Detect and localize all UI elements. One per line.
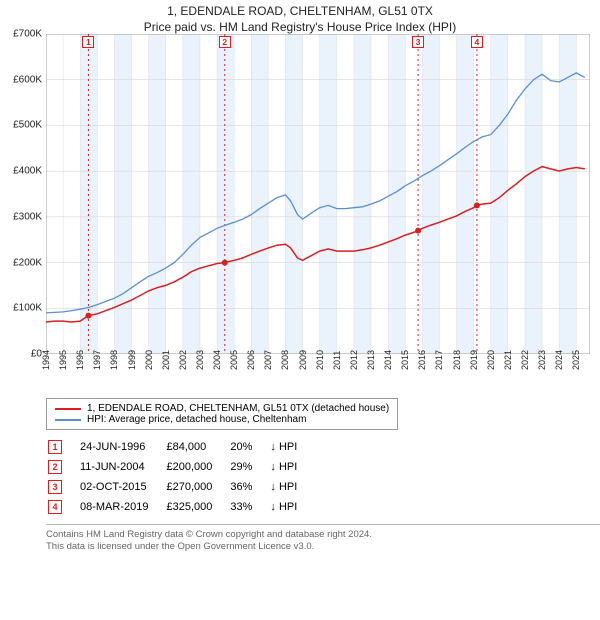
chart-area: £0£100K£200K£300K£400K£500K£600K£700K 19… xyxy=(0,34,600,394)
sale-rel-hpi: ↓ HPI xyxy=(270,438,313,456)
sales-table: 124-JUN-1996£84,00020%↓ HPI211-JUN-2004£… xyxy=(46,436,315,518)
x-tick-label: 2020 xyxy=(486,350,496,370)
sale-date: 11-JUN-2004 xyxy=(80,458,164,476)
chart-legend: 1, EDENDALE ROAD, CHELTENHAM, GL51 0TX (… xyxy=(46,398,398,430)
x-tick-label: 2013 xyxy=(366,350,376,370)
sale-price: £84,000 xyxy=(166,438,228,456)
chart-title-address: 1, EDENDALE ROAD, CHELTENHAM, GL51 0TX xyxy=(0,4,600,18)
x-tick-label: 2010 xyxy=(315,350,325,370)
chart-marker-1: 1 xyxy=(82,36,94,48)
x-tick-label: 2023 xyxy=(537,350,547,370)
y-axis-labels: £0£100K£200K£300K£400K£500K£600K£700K xyxy=(0,34,44,354)
x-tick-label: 2019 xyxy=(469,350,479,370)
sale-date: 08-MAR-2019 xyxy=(80,498,164,516)
y-tick-label: £100K xyxy=(13,303,42,314)
chart-marker-2: 2 xyxy=(219,36,231,48)
sale-price: £325,000 xyxy=(166,498,228,516)
sale-rel-hpi: ↓ HPI xyxy=(270,498,313,516)
sale-date: 02-OCT-2015 xyxy=(80,478,164,496)
x-tick-label: 2006 xyxy=(246,350,256,370)
x-tick-label: 2001 xyxy=(161,350,171,370)
x-tick-label: 2018 xyxy=(452,350,462,370)
chart-title-sub: Price paid vs. HM Land Registry's House … xyxy=(0,20,600,34)
x-tick-label: 1997 xyxy=(92,350,102,370)
footer-line-2: This data is licensed under the Open Gov… xyxy=(46,541,600,553)
sale-rel-hpi: ↓ HPI xyxy=(270,478,313,496)
x-tick-label: 2004 xyxy=(212,350,222,370)
x-tick-label: 2007 xyxy=(263,350,273,370)
x-tick-label: 1998 xyxy=(109,350,119,370)
x-tick-label: 2003 xyxy=(195,350,205,370)
sale-price: £270,000 xyxy=(166,478,228,496)
x-tick-label: 2025 xyxy=(571,350,581,370)
sale-marker-3: 3 xyxy=(48,480,62,494)
sale-date: 24-JUN-1996 xyxy=(80,438,164,456)
y-tick-label: £500K xyxy=(13,120,42,131)
x-tick-label: 1999 xyxy=(127,350,137,370)
line-chart-svg xyxy=(46,34,590,354)
x-tick-label: 2022 xyxy=(520,350,530,370)
sale-pct: 36% xyxy=(230,478,268,496)
x-tick-label: 2002 xyxy=(178,350,188,370)
chart-marker-3: 3 xyxy=(412,36,424,48)
x-tick-label: 2005 xyxy=(229,350,239,370)
x-tick-label: 2008 xyxy=(280,350,290,370)
table-row: 4 08-MAR-2019£325,00033%↓ HPI xyxy=(48,498,313,516)
legend-row-subject: 1, EDENDALE ROAD, CHELTENHAM, GL51 0TX (… xyxy=(55,403,389,414)
legend-swatch xyxy=(55,419,81,421)
x-tick-label: 1994 xyxy=(41,350,51,370)
x-tick-label: 2014 xyxy=(383,350,393,370)
x-axis-labels: 1994199519961997199819992000200120022003… xyxy=(46,354,590,394)
y-tick-label: £700K xyxy=(13,29,42,40)
sale-pct: 33% xyxy=(230,498,268,516)
y-tick-label: £400K xyxy=(13,166,42,177)
legend-label: HPI: Average price, detached house, Chel… xyxy=(87,414,306,425)
x-tick-label: 2009 xyxy=(298,350,308,370)
x-tick-label: 2015 xyxy=(400,350,410,370)
x-tick-label: 2000 xyxy=(144,350,154,370)
chart-marker-4: 4 xyxy=(471,36,483,48)
y-tick-label: £300K xyxy=(13,211,42,222)
chart-titles: 1, EDENDALE ROAD, CHELTENHAM, GL51 0TX P… xyxy=(0,0,600,34)
sale-marker-2: 2 xyxy=(48,460,62,474)
legend-row-hpi: HPI: Average price, detached house, Chel… xyxy=(55,414,389,425)
chart-footer: Contains HM Land Registry data © Crown c… xyxy=(46,524,600,554)
x-tick-label: 2024 xyxy=(554,350,564,370)
x-tick-label: 1995 xyxy=(58,350,68,370)
chart-container: 1, EDENDALE ROAD, CHELTENHAM, GL51 0TX P… xyxy=(0,0,600,554)
x-tick-label: 2017 xyxy=(434,350,444,370)
sale-marker-4: 4 xyxy=(48,500,62,514)
y-tick-label: £600K xyxy=(13,74,42,85)
table-row: 1 24-JUN-1996£84,00020%↓ HPI xyxy=(48,438,313,456)
x-tick-label: 2016 xyxy=(417,350,427,370)
table-row: 3 02-OCT-2015£270,00036%↓ HPI xyxy=(48,478,313,496)
x-tick-label: 1996 xyxy=(75,350,85,370)
legend-label: 1, EDENDALE ROAD, CHELTENHAM, GL51 0TX (… xyxy=(87,403,389,414)
x-tick-label: 2012 xyxy=(349,350,359,370)
sale-price: £200,000 xyxy=(166,458,228,476)
x-tick-label: 2021 xyxy=(503,350,513,370)
sale-pct: 29% xyxy=(230,458,268,476)
sale-marker-1: 1 xyxy=(48,440,62,454)
sale-pct: 20% xyxy=(230,438,268,456)
x-tick-label: 2011 xyxy=(332,351,342,370)
footer-line-1: Contains HM Land Registry data © Crown c… xyxy=(46,529,600,541)
table-row: 2 11-JUN-2004£200,00029%↓ HPI xyxy=(48,458,313,476)
sale-rel-hpi: ↓ HPI xyxy=(270,458,313,476)
legend-swatch xyxy=(55,408,81,410)
y-tick-label: £200K xyxy=(13,257,42,268)
